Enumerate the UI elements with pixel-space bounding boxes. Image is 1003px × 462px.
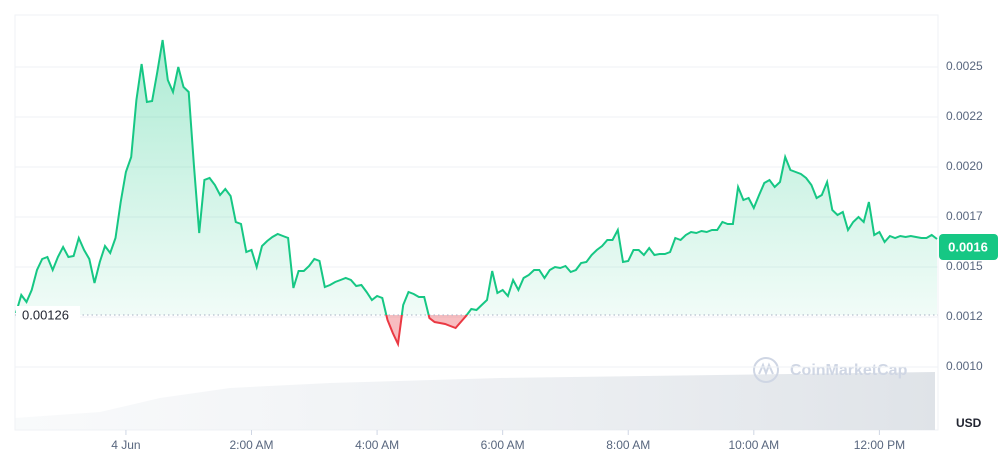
x-tick-label: 4 Jun	[111, 438, 140, 452]
area-up	[16, 40, 937, 315]
watermark-text: CoinMarketCap	[790, 362, 908, 379]
x-tick-label: 8:00 AM	[606, 438, 650, 452]
y-tick-label: 0.0010	[946, 359, 983, 373]
unit-label: USD	[956, 416, 982, 430]
x-tick-label: 2:00 AM	[229, 438, 273, 452]
y-tick-label: 0.0015	[946, 259, 983, 273]
x-tick-label: 12:00 PM	[854, 438, 905, 452]
y-tick-label: 0.0017	[946, 209, 983, 223]
reference-label: 0.00126	[22, 307, 69, 322]
current-price-tag	[939, 234, 998, 260]
x-tick-label: 10:00 AM	[728, 438, 779, 452]
volume-area	[15, 372, 935, 430]
y-tick-label: 0.0012	[946, 309, 983, 323]
y-tick-label: 0.0025	[946, 59, 983, 73]
watermark: CoinMarketCap	[753, 357, 908, 383]
x-tick-label: 4:00 AM	[355, 438, 399, 452]
y-tick-label: 0.0020	[946, 159, 983, 173]
y-tick-label: 0.0022	[946, 109, 983, 123]
current-price-label: 0.0016	[948, 239, 988, 254]
x-tick-label: 6:00 AM	[481, 438, 525, 452]
price-line	[15, 39, 938, 315]
reference-label-bg	[16, 306, 80, 324]
